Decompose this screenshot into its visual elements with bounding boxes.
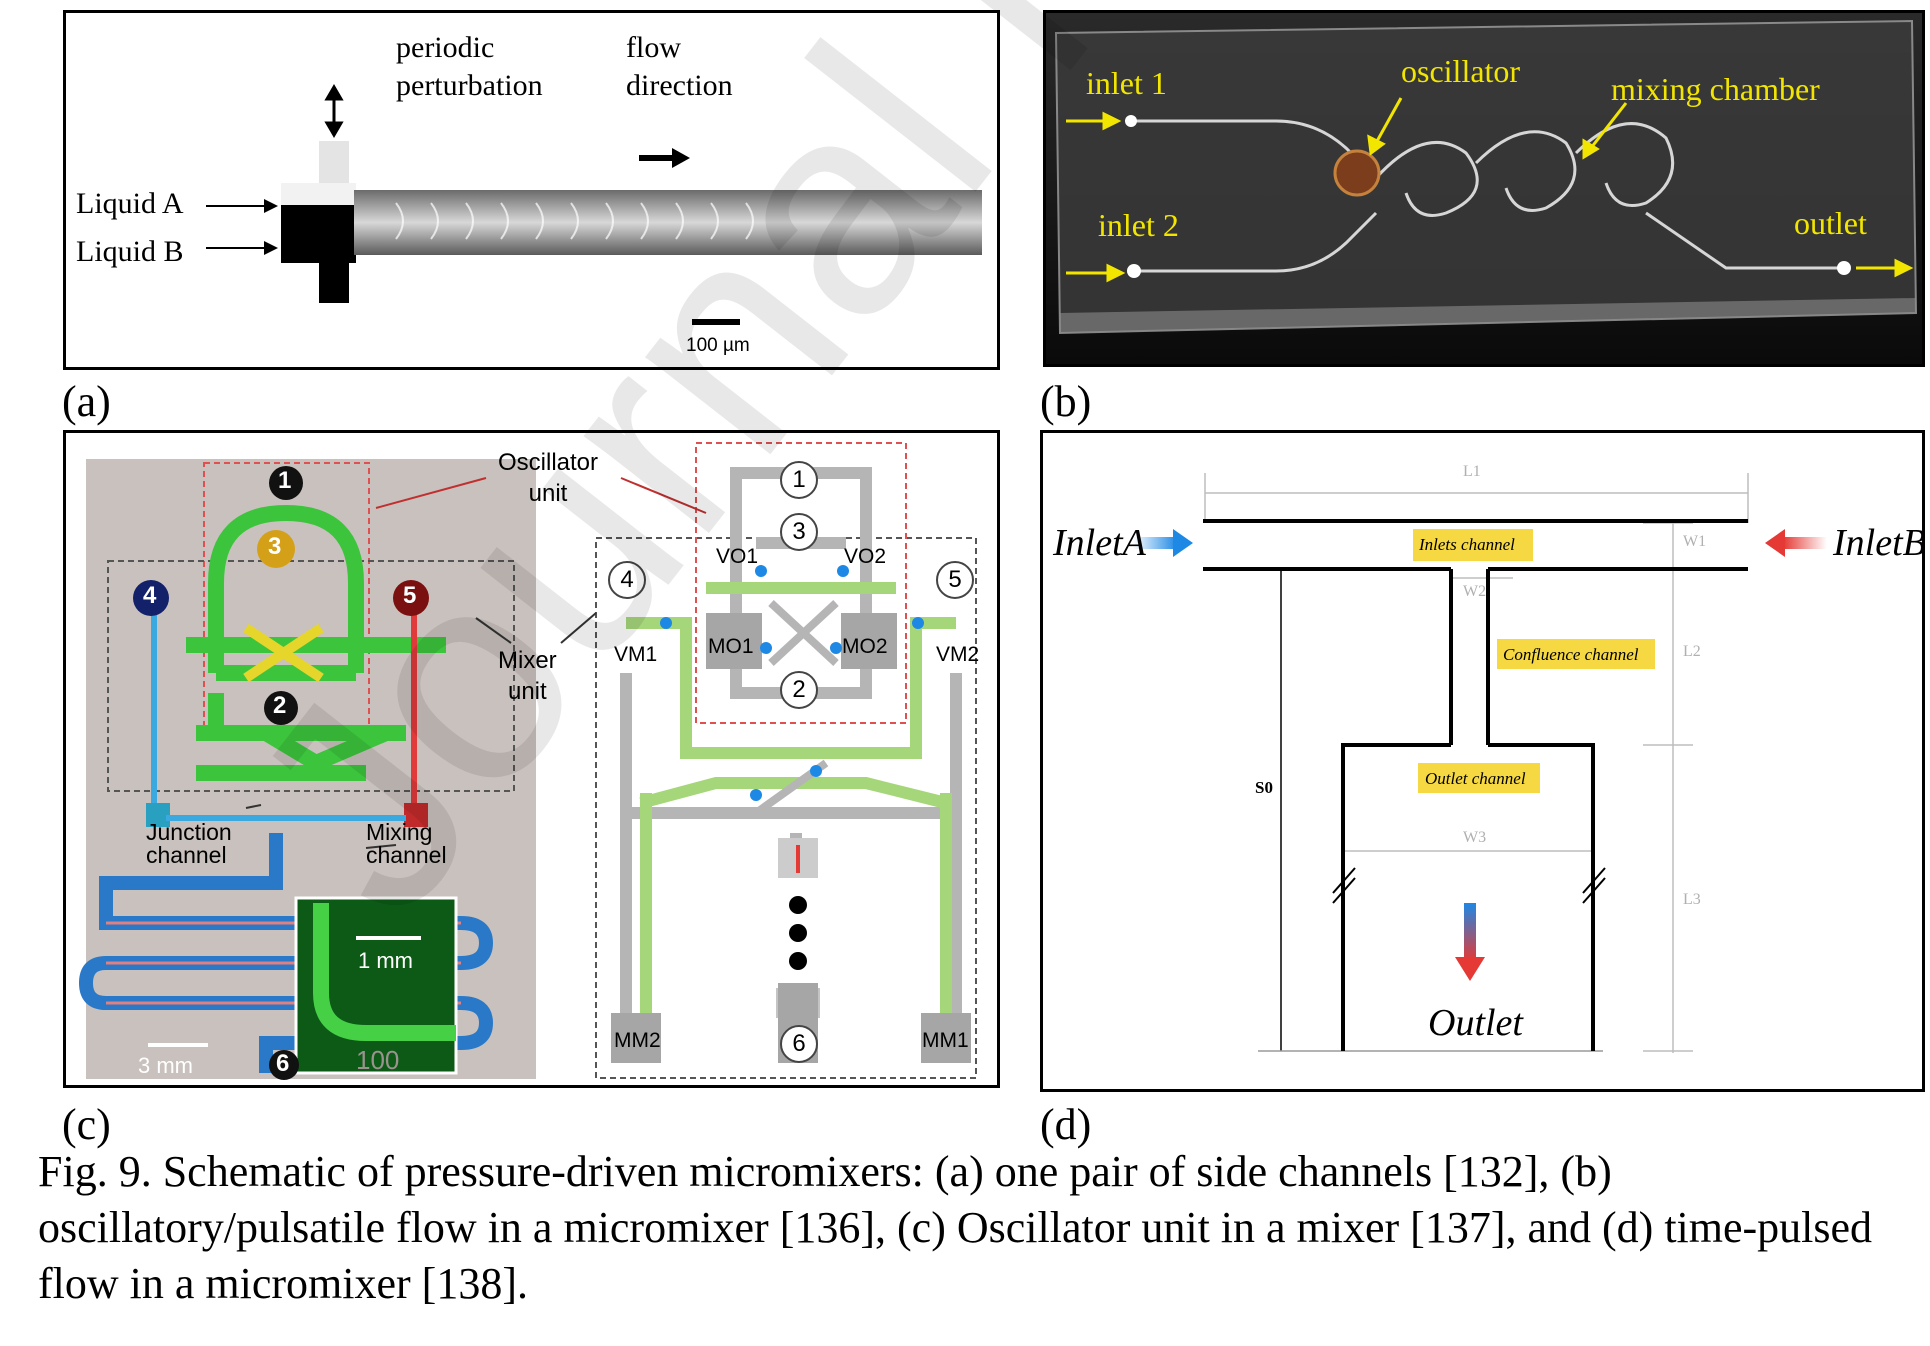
photo-port-2: 2: [273, 692, 287, 719]
scale-3mm-label: 3 mm: [138, 1053, 193, 1078]
inlet2-label: inlet 2: [1098, 207, 1179, 243]
panel-d: Inlets channel Confluence channel Outlet…: [1040, 430, 1925, 1092]
double-arrow-icon: [324, 84, 344, 138]
confluence-channel-label: Confluence channel: [1503, 645, 1639, 664]
mixer-unit-label: Mixer unit: [498, 647, 557, 705]
outlet-channel-box: [1418, 763, 1540, 793]
schematic-port-4: 4: [608, 561, 646, 599]
oscillator-unit-label: Oscillator unit: [498, 449, 599, 507]
inlet-b-label: InletB: [1833, 522, 1925, 564]
photo-port-1: 1: [278, 467, 292, 494]
w3-label: W3: [1463, 829, 1487, 846]
valve-mo2-label: MO2: [842, 635, 888, 658]
schematic-port-3: 3: [780, 513, 818, 551]
inlets-channel-box: [1413, 529, 1533, 561]
schematic-port-5: 5: [936, 561, 974, 599]
label-b: (b): [1040, 377, 1092, 426]
photo-port-4: 4: [143, 582, 157, 609]
valve-vm1-label: VM1: [614, 643, 658, 666]
l3-label: L3: [1683, 891, 1701, 908]
t-channel: [1203, 519, 1748, 1051]
photo-port-5: 5: [403, 582, 417, 609]
ellipsis-dots: [789, 896, 807, 970]
scale-1mm-label: 1 mm: [358, 948, 413, 973]
inlet-a-arrow-icon: [1133, 529, 1193, 557]
valve-mo1-label: MO1: [708, 635, 754, 658]
outlet-label: Outlet: [1428, 1002, 1523, 1044]
valve-vo1-label: VO1: [716, 545, 759, 568]
outlet-arrow-icon: [1455, 903, 1485, 981]
inlet-b-arrow-icon: [1765, 529, 1827, 557]
mixing-channel-label: Mixing channel: [366, 819, 447, 868]
inlet1-arrow-icon: [1066, 111, 1122, 131]
panel-a-figure: [206, 84, 982, 325]
inlet2-arrow-icon: [1066, 263, 1126, 283]
panel-d-figure: [1133, 473, 1827, 1053]
scale-label: 100 µm: [686, 335, 750, 356]
label-d: (d): [1040, 1100, 1092, 1149]
panel-c: 1 3 4 5 2 6 1 3 4 5 2 6 Oscillator unit …: [63, 430, 1000, 1088]
flow-direction-label: flow direction: [626, 31, 733, 102]
flow-arrow-icon: [639, 148, 690, 168]
schematic-port-2: 2: [780, 671, 818, 709]
valve-vm2-label: VM2: [936, 643, 980, 666]
l1-label: L1: [1463, 463, 1481, 480]
inlet-a-label: InletA: [1053, 522, 1146, 564]
oscillator-label: oscillator: [1401, 53, 1521, 89]
valve-vo2-label: VO2: [844, 545, 887, 568]
photo-port-3: 3: [268, 533, 282, 560]
figure-caption: Fig. 9. Schematic of pressure-driven mic…: [38, 1147, 1873, 1308]
w2-label: W2: [1463, 583, 1487, 600]
break-marks: [1332, 867, 1606, 904]
outlet-arrow-icon: [1856, 258, 1914, 278]
panel-b: inlet 1 inlet 2 oscillator mixing chambe…: [1043, 10, 1925, 367]
schematic-port-6: 6: [780, 1025, 818, 1063]
confluence-channel-box: [1497, 639, 1655, 669]
liquid-b-label: Liquid B: [76, 235, 184, 268]
inlets-channel-label: Inlets channel: [1419, 535, 1515, 554]
valve-mm2-label: MM2: [614, 1029, 661, 1052]
chamber-arrow-icon: [1582, 102, 1628, 160]
chip-number-label: 100: [356, 1045, 400, 1075]
port-markers-photo: [133, 466, 429, 1080]
outlet-channel-label: Outlet channel: [1425, 769, 1526, 788]
oscillator-arrow-icon: [1367, 97, 1403, 156]
panel-a: periodic perturbation flow direction Liq…: [63, 10, 1000, 370]
schematic-port-1: 1: [780, 461, 818, 499]
liquid-a-label: Liquid A: [76, 187, 184, 220]
scale-bar: [692, 319, 740, 325]
l2-label: L2: [1683, 643, 1701, 660]
liquid-b-arrow-icon: [206, 241, 278, 255]
liquid-a-arrow-icon: [206, 199, 278, 213]
w1-label: W1: [1683, 533, 1707, 550]
inlet1-label: inlet 1: [1086, 65, 1167, 101]
perturbation-label: periodic perturbation: [396, 31, 543, 102]
s0-label: S0: [1255, 778, 1273, 797]
label-a: (a): [62, 377, 111, 426]
main-channel: [354, 190, 982, 255]
label-c: (c): [62, 1100, 111, 1149]
photo-port-6: 6: [276, 1050, 290, 1077]
panel-c-figure: [78, 442, 977, 1080]
oscillator-disc: [1333, 149, 1381, 197]
microchannels: [1131, 119, 1841, 273]
panel-b-photo: [1046, 13, 1922, 364]
valve-dots: [660, 565, 924, 801]
junction-channel-label: Junction channel: [146, 819, 232, 868]
mixing-chamber-label: mixing chamber: [1611, 71, 1820, 107]
valve-mm1-label: MM1: [922, 1029, 969, 1052]
outlet-label: outlet: [1794, 205, 1867, 241]
